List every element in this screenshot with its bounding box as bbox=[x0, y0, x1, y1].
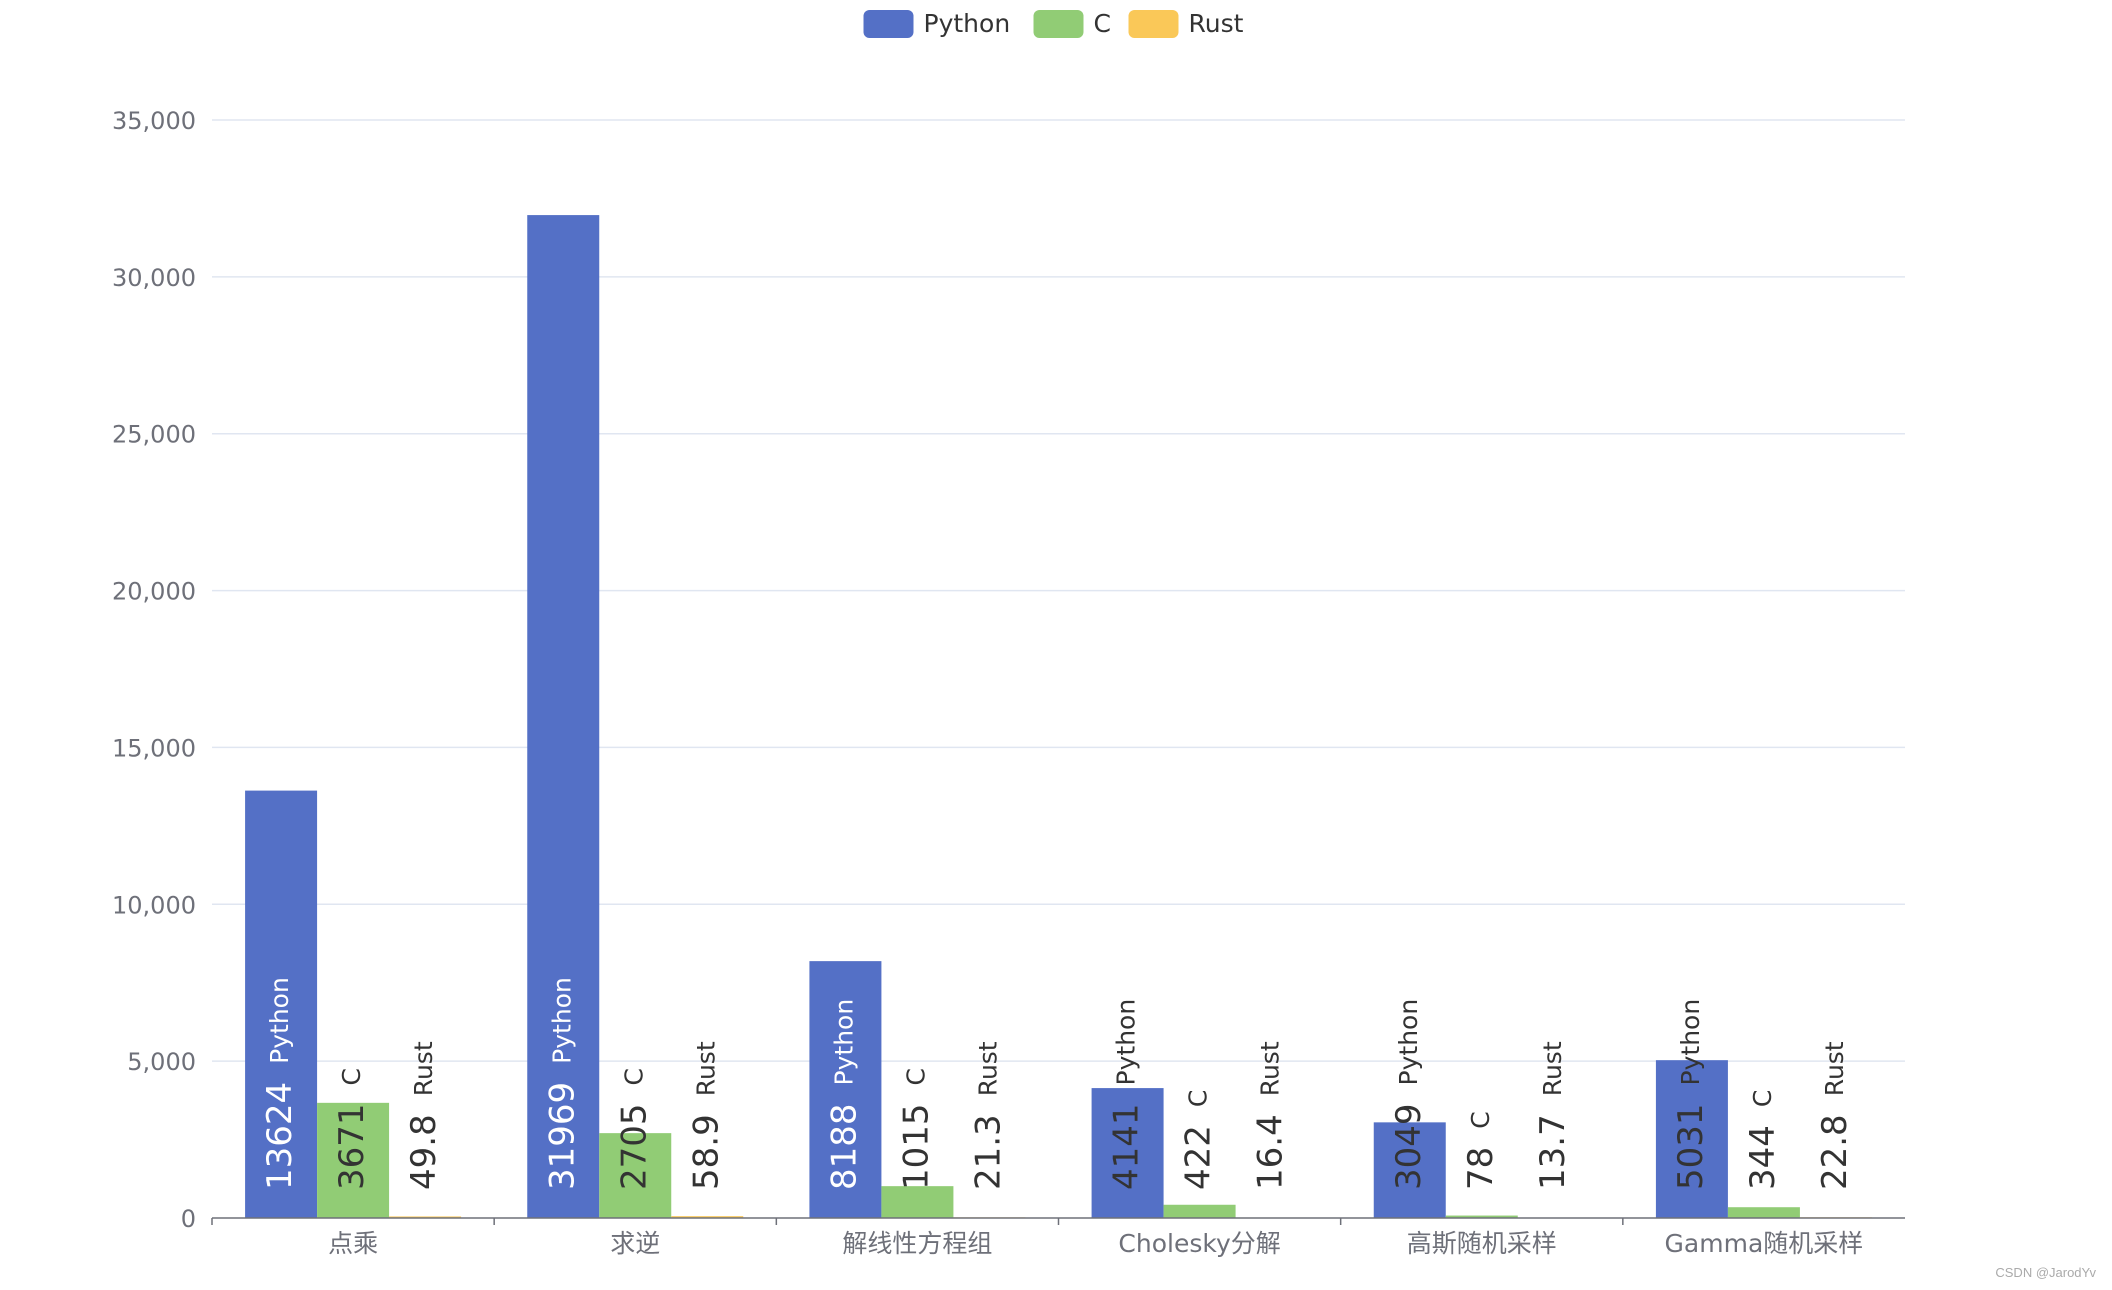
y-axis: 0 5,000 10,000 15,000 20,000 25,000 30,000 35,0… bbox=[112, 107, 196, 1233]
data-label: 22.8 Rust bbox=[1814, 1041, 1854, 1190]
data-label: 3049 Python bbox=[1388, 999, 1428, 1190]
y-tick-label: 20,000 bbox=[112, 578, 196, 606]
legend-swatch bbox=[1033, 10, 1084, 38]
data-label-value: 3671 bbox=[332, 1103, 372, 1190]
data-label: 5031 Python bbox=[1670, 999, 1710, 1190]
data-label-value: 22.8 bbox=[1814, 1114, 1854, 1190]
data-label: 344 C bbox=[1742, 1090, 1782, 1190]
data-label-value: 1015 bbox=[896, 1103, 936, 1190]
data-label-series: Python bbox=[829, 999, 858, 1086]
data-label: 78 C bbox=[1460, 1111, 1500, 1190]
legend-swatch bbox=[1128, 10, 1179, 38]
data-label-series: Rust bbox=[1256, 1041, 1285, 1096]
y-tick-label: 30,000 bbox=[112, 264, 196, 292]
x-tick-label: 求逆 bbox=[610, 1229, 660, 1258]
data-label: 8188 Python bbox=[824, 999, 864, 1190]
bar bbox=[1445, 1215, 1518, 1218]
data-label-series: Rust bbox=[409, 1041, 438, 1096]
data-label-value: 4141 bbox=[1106, 1103, 1146, 1190]
legend: Python C Rust bbox=[863, 9, 1244, 38]
data-label: 58.9 Rust bbox=[686, 1041, 726, 1190]
x-tick-label: Cholesky分解 bbox=[1118, 1229, 1280, 1258]
bar bbox=[881, 1186, 954, 1218]
bar bbox=[1655, 1060, 1728, 1218]
data-label-series: Rust bbox=[691, 1041, 720, 1096]
bar bbox=[1163, 1204, 1236, 1218]
data-labels: 13624 Python 3671 C 49.8 Rust 31969 Python 2705 C… bbox=[260, 977, 1855, 1190]
bar bbox=[317, 1102, 390, 1218]
legend-swatch bbox=[863, 10, 914, 38]
data-label-series: C bbox=[1184, 1090, 1213, 1107]
data-label: 13624 Python bbox=[260, 977, 300, 1190]
bar bbox=[389, 1216, 462, 1218]
y-tick-label: 35,000 bbox=[112, 107, 196, 135]
data-label: 2705 C bbox=[614, 1068, 654, 1190]
data-label-series: Rust bbox=[973, 1041, 1002, 1096]
x-tick-label: 点乘 bbox=[328, 1229, 378, 1258]
bar bbox=[599, 1133, 672, 1218]
bar bbox=[1373, 1122, 1446, 1218]
y-tick-label: 25,000 bbox=[112, 421, 196, 449]
data-label-series: Python bbox=[265, 977, 294, 1064]
data-label-value: 3049 bbox=[1388, 1103, 1428, 1190]
data-label: 16.4 Rust bbox=[1250, 1041, 1290, 1190]
data-label-series: C bbox=[619, 1068, 648, 1085]
data-label-value: 344 bbox=[1742, 1125, 1782, 1190]
data-label: 3671 C bbox=[332, 1068, 372, 1190]
data-label: 1015 C bbox=[896, 1068, 936, 1190]
data-label-value: 21.3 bbox=[968, 1114, 1008, 1190]
data-label-value: 13624 bbox=[260, 1082, 300, 1190]
data-label-value: 13.7 bbox=[1532, 1114, 1572, 1190]
data-label-value: 8188 bbox=[824, 1103, 864, 1190]
legend-label: C bbox=[1094, 9, 1111, 38]
x-axis: 点乘 求逆 解线性方程组 Cholesky分解 高斯随机采样 Gamma随机采样 bbox=[211, 1217, 1905, 1258]
data-label: 31969 Python bbox=[542, 977, 582, 1190]
data-label-series: C bbox=[1466, 1111, 1495, 1128]
bar bbox=[671, 1216, 744, 1218]
bar bbox=[1727, 1207, 1800, 1218]
legend-label: Python bbox=[924, 9, 1011, 38]
data-label: 4141 Python bbox=[1106, 999, 1146, 1190]
bar bbox=[809, 961, 882, 1218]
data-label: 21.3 Rust bbox=[968, 1041, 1008, 1190]
data-label-series: Rust bbox=[1820, 1041, 1849, 1096]
bar bbox=[527, 215, 600, 1219]
data-label-value: 422 bbox=[1178, 1125, 1218, 1190]
data-label-value: 58.9 bbox=[686, 1114, 726, 1190]
data-label-value: 31969 bbox=[542, 1082, 582, 1190]
data-label-value: 5031 bbox=[1670, 1103, 1710, 1190]
watermark: CSDN @JarodYv bbox=[1995, 1265, 2096, 1280]
bars bbox=[245, 215, 1872, 1219]
data-label: 422 C bbox=[1178, 1090, 1218, 1190]
x-tick-label: 解线性方程组 bbox=[842, 1229, 992, 1258]
data-label-series: Python bbox=[1676, 999, 1705, 1086]
bar bbox=[1091, 1088, 1164, 1218]
data-label-series: C bbox=[337, 1068, 366, 1085]
legend-label: Rust bbox=[1189, 9, 1244, 38]
y-tick-label: 0 bbox=[181, 1205, 196, 1233]
gridlines bbox=[212, 119, 1905, 1062]
data-label: 13.7 Rust bbox=[1532, 1041, 1572, 1190]
data-label-series: Python bbox=[1394, 999, 1423, 1086]
bar bbox=[245, 790, 318, 1218]
data-label-series: C bbox=[1748, 1090, 1777, 1107]
data-label-series: Rust bbox=[1538, 1041, 1567, 1096]
data-label-series: C bbox=[901, 1068, 930, 1085]
y-tick-label: 5,000 bbox=[127, 1048, 196, 1076]
data-label: 49.8 Rust bbox=[404, 1041, 444, 1190]
data-label-value: 2705 bbox=[614, 1103, 654, 1190]
data-label-value: 78 bbox=[1460, 1147, 1500, 1190]
data-label-value: 49.8 bbox=[404, 1114, 444, 1190]
data-label-series: Python bbox=[547, 977, 576, 1064]
y-tick-label: 10,000 bbox=[112, 891, 196, 919]
data-label-series: Python bbox=[1112, 999, 1141, 1086]
y-tick-label: 15,000 bbox=[112, 734, 196, 762]
x-tick-label: 高斯随机采样 bbox=[1407, 1229, 1557, 1258]
x-tick-label: Gamma随机采样 bbox=[1665, 1229, 1864, 1258]
data-label-value: 16.4 bbox=[1250, 1114, 1290, 1190]
